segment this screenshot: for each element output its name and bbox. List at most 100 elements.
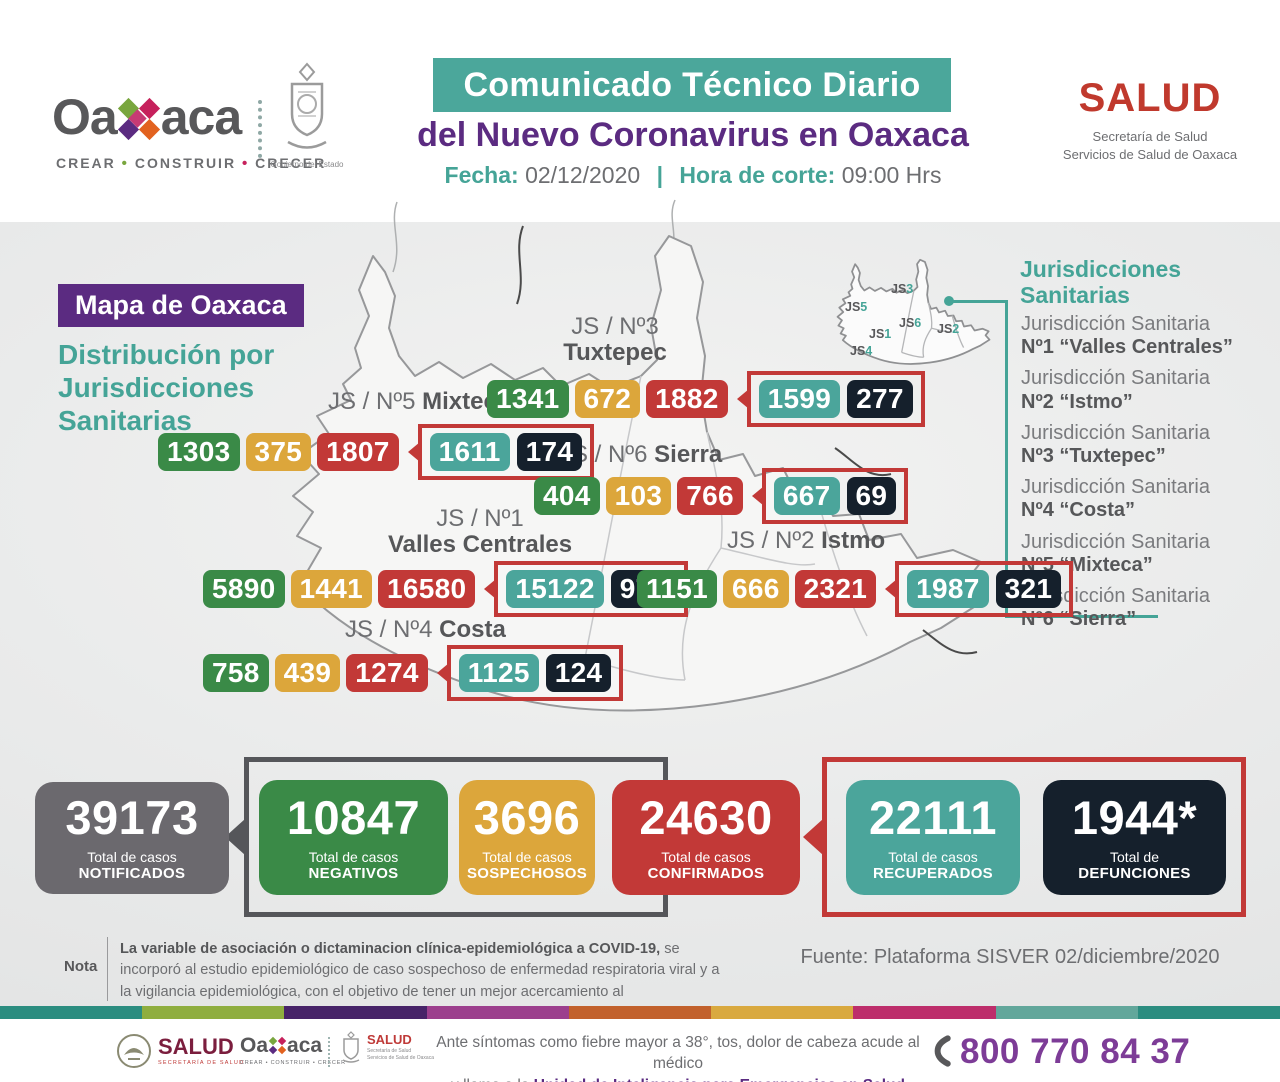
nota-text: La variable de asociación o dictaminacio… [120,941,720,1021]
confirmados-chip: 16580 [378,570,476,608]
stripe-segment [426,1006,569,1019]
fecha-value: 02/12/2020 [525,162,641,188]
negativos-chip: 758 [203,654,269,692]
confirmados-chip: 1882 [646,380,728,418]
stripe-segment [1137,1006,1280,1019]
subtitle: del Nuevo Coronavirus en Oaxaca [417,116,969,154]
dotted-divider [328,1037,330,1067]
minimap-label-js4: JS4 [850,344,873,358]
connector-line [1005,300,1008,618]
stripe-segment [853,1006,996,1019]
sospechosos-chip: 1441 [290,570,372,608]
oaxaca-logo-text-right: aca [160,89,242,145]
sospechosos-chip: 439 [274,654,341,692]
total-confirmados: 24630 Total de casos CONFIRMADOS [612,780,800,895]
recuperados-chip: 667 [773,477,840,515]
seal-caption: Gobierno del Estado [270,160,344,169]
recuperados-defunciones-box: 1611 174 [417,424,595,480]
minimap-label-js2: JS2 [937,322,960,336]
total-sospechosos: 3696 Total de casos SOSPECHOSOS [459,780,595,895]
region-stats-costa: 758 439 1274 1125 124 [203,645,624,701]
total-notificados: 39173 Total de casos NOTIFICADOS [35,782,229,894]
stripe-segment [0,1006,143,1019]
negativos-chip: 1151 [637,570,717,608]
minimap-label-js5: JS5 [845,300,868,314]
connector-line [1005,615,1158,618]
phone-block: 800 770 84 37 [930,1033,1190,1069]
health-advice: Ante síntomas como fiebre mayor a 38°, t… [432,1032,924,1082]
defunciones-chip: 277 [847,380,913,418]
minimap-label-js3: JS3 [891,282,914,296]
map-subtitle: Distribución por Jurisdicciones Sanitari… [58,339,275,437]
negativos-chip: 1303 [158,433,240,471]
minimap-label-js6: JS6 [899,316,922,330]
legend-entry: Jurisdicción Sanitaria Nº5 “Mixteca” [1021,530,1210,576]
recuperados-defunciones-box: 1599 277 [746,371,925,427]
region-stats-istmo: 1151 666 2321 1987 321 [637,561,1074,617]
region-stats-tuxtepec: 1341 672 1882 1599 277 [487,371,925,427]
stripe-segment [711,1006,854,1019]
footer-oaxaca-tagline: CREAR • CONSTRUIR • CRECER [240,1060,346,1066]
defunciones-chip: 124 [545,654,612,692]
state-seal-icon [287,62,327,149]
minimap-label-js1: JS1 [869,327,892,341]
region-stats-mixteca: 1303 375 1807 1611 174 [158,424,595,480]
jurisdictions-minimap [836,258,991,365]
defunciones-chip: 174 [516,433,583,471]
recuperados-chip: 1599 [758,380,841,418]
region-label-valles-centrales: JS / Nº1 Valles Centrales [387,505,573,559]
legend-entry: Jurisdicción Sanitaria Nº2 “Istmo” [1021,367,1210,413]
salud-wordmark: SALUD [1078,76,1222,120]
negativos-chip: 1341 [487,380,569,418]
stripe-segment [142,1006,285,1019]
map-title: Mapa de Oaxaca [58,284,304,327]
sospechosos-chip: 672 [574,380,641,418]
oaxaca-diamonds-icon [268,1036,287,1055]
legend-entry: Jurisdicción Sanitaria Nº3 “Tuxtepec” [1021,421,1210,467]
connector-line [951,300,1007,303]
oaxaca-logo: Oa aca [52,88,242,146]
phone-number: 800 770 84 37 [960,1031,1191,1071]
tagline-dot-icon: • [241,155,250,172]
total-negativos: 10847 Total de casos NEGATIVOS [259,780,448,895]
connector-dot [944,296,954,306]
confirmados-chip: 1807 [317,433,399,471]
source-text: Fuente: Plataforma SISVER 02/diciembre/2… [800,946,1220,968]
negativos-chip: 5890 [203,570,285,608]
stripe-segment [568,1006,712,1019]
recuperados-chip: 15122 [506,570,604,608]
footer: SALUD SECRETARÍA DE SALUD Oa aca CREAR •… [0,1019,1280,1082]
eagle-seal-icon [117,1034,151,1068]
recuperados-chip: 1987 [907,570,989,608]
stripe-segment [995,1006,1138,1019]
recuperados-chip: 1611 [429,433,510,471]
oaxaca-logo-text-left: Oa [52,89,118,145]
region-label-costa: JS / Nº4 Costa [345,616,506,643]
region-label-tuxtepec: JS / Nº3 Tuxtepec [563,313,667,367]
recuperados-defunciones-box: 1125 124 [446,645,624,701]
oaxaca-tagline: CREAR • CONSTRUIR • CRECER [56,155,327,172]
legend-entry: Jurisdicción Sanitaria Nº1 “Valles Centra… [1021,313,1233,359]
defunciones-chip: 69 [846,477,897,515]
oaxaca-diamonds-icon [117,97,160,141]
recuperados-chip: 1125 [458,654,539,692]
federal-salud-logo: SALUD SECRETARÍA DE SALUD [116,1033,244,1069]
uies-highlight: Unidad de Inteligencia para Emergencias … [534,1077,905,1082]
nota-divider [107,937,108,1001]
state-salud-wordmark: SALUD [367,1031,412,1047]
recuperados-defunciones-box: 1987 321 [895,561,1074,617]
phone-icon [934,1035,951,1067]
region-label-mixteca: JS / Nº5 Mixteca [328,388,511,415]
total-recuperados: 22111 Total de casos RECUPERADOS [846,780,1020,895]
state-shield-icon [342,1031,360,1063]
footer-oaxaca-logo: Oa aca CREAR • CONSTRUIR • CRECER [240,1034,346,1066]
confirmados-chip: 2321 [794,570,877,608]
defunciones-chip: 321 [995,570,1062,608]
salud-logo: SALUD Secretaría de Salud Servicios de S… [1040,78,1260,163]
hora-value: 09:00 Hrs [841,162,942,188]
negativos-chip: 404 [534,477,600,515]
dateline-separator: | [656,162,664,188]
hora-label: Hora de corte: [679,162,836,188]
region-stats-valles-centrales: 5890 1441 16580 15122 979 [203,561,689,617]
